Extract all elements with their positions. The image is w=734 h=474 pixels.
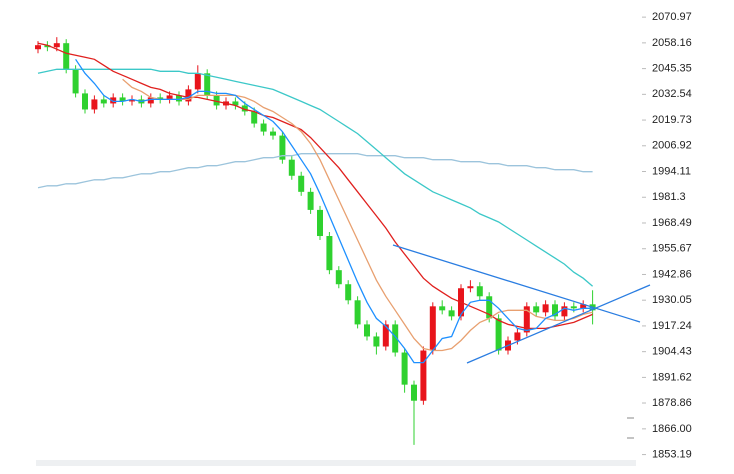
candle-body <box>401 352 408 385</box>
candle-body <box>354 300 361 325</box>
candle-body <box>157 97 164 100</box>
candle-body <box>486 296 493 319</box>
y-tick-label: 1866.00 <box>652 423 692 435</box>
candle-body <box>166 95 173 100</box>
candle-body <box>44 45 51 48</box>
candle-body <box>194 73 201 90</box>
y-tick-label: 1955.67 <box>652 243 692 255</box>
candle-body <box>448 310 455 317</box>
candle-body <box>335 270 342 285</box>
y-tick-label: 1994.11 <box>652 165 691 177</box>
candle-body <box>213 95 220 106</box>
candle-body <box>307 191 314 210</box>
candle-body <box>411 384 417 401</box>
y-tick-label: 2006.92 <box>652 140 692 152</box>
trend-line <box>466 284 651 364</box>
candle-body <box>552 304 558 317</box>
candle-body <box>288 159 295 176</box>
candle-body <box>429 306 436 351</box>
candle-body <box>476 286 483 297</box>
candle-body <box>63 43 70 70</box>
plot <box>35 37 596 445</box>
candle-body <box>523 306 530 333</box>
candle-body <box>561 306 568 317</box>
y-tick-label: 1891.62 <box>652 371 692 383</box>
candle-body <box>364 324 370 337</box>
y-tick-label: 1853.19 <box>652 448 692 460</box>
candle-body <box>345 284 352 301</box>
y-tick-label: 1878.86 <box>652 397 692 409</box>
candle-body <box>270 131 276 136</box>
candle-body <box>72 69 79 94</box>
candle-body <box>542 304 549 313</box>
candle-body <box>514 332 521 341</box>
trend-line <box>392 244 641 323</box>
y-tick-label: 2045.35 <box>652 63 692 75</box>
moving-average <box>37 153 593 189</box>
moving-average <box>37 42 593 330</box>
candle-body <box>204 73 211 96</box>
candle-body <box>53 43 60 48</box>
candle-body <box>241 105 248 112</box>
y-tick-label: 1930.05 <box>652 294 692 306</box>
moving-average <box>75 58 593 364</box>
y-tick-label: 2019.73 <box>652 114 692 126</box>
candle-body <box>176 95 182 102</box>
moving-average <box>122 78 593 352</box>
candle-body <box>392 324 399 353</box>
candle-body <box>185 89 192 102</box>
y-tick-label: 1942.86 <box>652 268 692 280</box>
candle-body <box>119 97 126 102</box>
candle-body <box>251 111 258 124</box>
moving-average <box>37 68 594 287</box>
candle-body <box>326 236 333 271</box>
candle-body <box>260 123 267 132</box>
y-tick-label: 1904.43 <box>652 346 692 358</box>
scroll-strip <box>36 460 636 466</box>
candle-body <box>147 97 154 104</box>
candle-body <box>373 336 380 347</box>
candle-body <box>82 93 88 110</box>
candle-body <box>317 209 323 237</box>
candle-body <box>35 45 41 50</box>
candle-body <box>232 101 239 106</box>
candle-body <box>580 304 587 309</box>
candle-body <box>129 99 135 102</box>
candle-body <box>533 306 540 313</box>
y-tick-label: 2058.16 <box>652 37 692 49</box>
candle-body <box>570 306 577 309</box>
candle-body <box>495 318 502 351</box>
y-tick-label: 1981.3 <box>652 191 686 203</box>
y-tick-label: 2070.97 <box>652 11 692 23</box>
candle-body <box>100 99 107 104</box>
candle-body <box>439 306 446 311</box>
candle-body <box>420 350 427 401</box>
candle-body <box>91 99 98 110</box>
candle-body <box>110 97 117 104</box>
candle-body <box>298 175 305 192</box>
candle-body <box>467 286 474 289</box>
y-tick-label: 1917.24 <box>652 320 692 332</box>
y-tick-label: 2032.54 <box>652 88 692 100</box>
candle-body <box>382 324 389 347</box>
y-tick-label: 1968.49 <box>652 217 692 229</box>
candle-body <box>279 135 286 160</box>
